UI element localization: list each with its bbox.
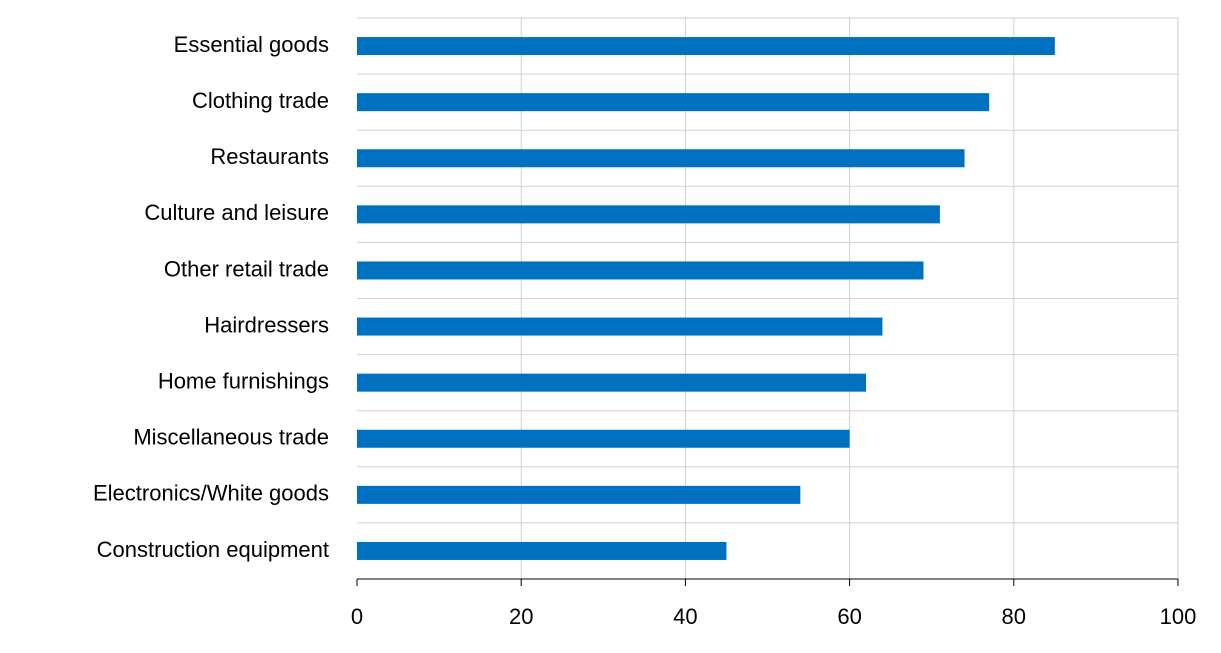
y-tick-label: Construction equipment — [97, 537, 329, 562]
bar — [357, 37, 1055, 56]
bar — [357, 373, 867, 392]
y-tick-label: Home furnishings — [158, 368, 329, 393]
bar — [357, 485, 801, 504]
y-tick-label: Essential goods — [174, 32, 329, 57]
x-tick-label: 100 — [1160, 604, 1197, 629]
x-tick-label: 40 — [673, 604, 697, 629]
y-tick-label: Other retail trade — [164, 256, 329, 281]
x-tick-label: 60 — [837, 604, 861, 629]
bar — [357, 261, 924, 280]
bar — [357, 149, 965, 168]
bar — [357, 429, 850, 448]
bar — [357, 93, 990, 112]
y-tick-label: Clothing trade — [192, 88, 329, 113]
bar — [357, 541, 727, 560]
y-tick-label: Culture and leisure — [144, 200, 329, 225]
y-tick-label: Restaurants — [210, 144, 329, 169]
y-tick-label: Miscellaneous trade — [133, 425, 329, 450]
bar — [357, 205, 940, 224]
bar — [357, 317, 883, 336]
x-tick-label: 0 — [351, 604, 363, 629]
x-tick-label: 20 — [509, 604, 533, 629]
x-tick-label: 80 — [1002, 604, 1026, 629]
y-tick-label: Hairdressers — [204, 312, 329, 337]
y-tick-label: Electronics/White goods — [93, 481, 329, 506]
